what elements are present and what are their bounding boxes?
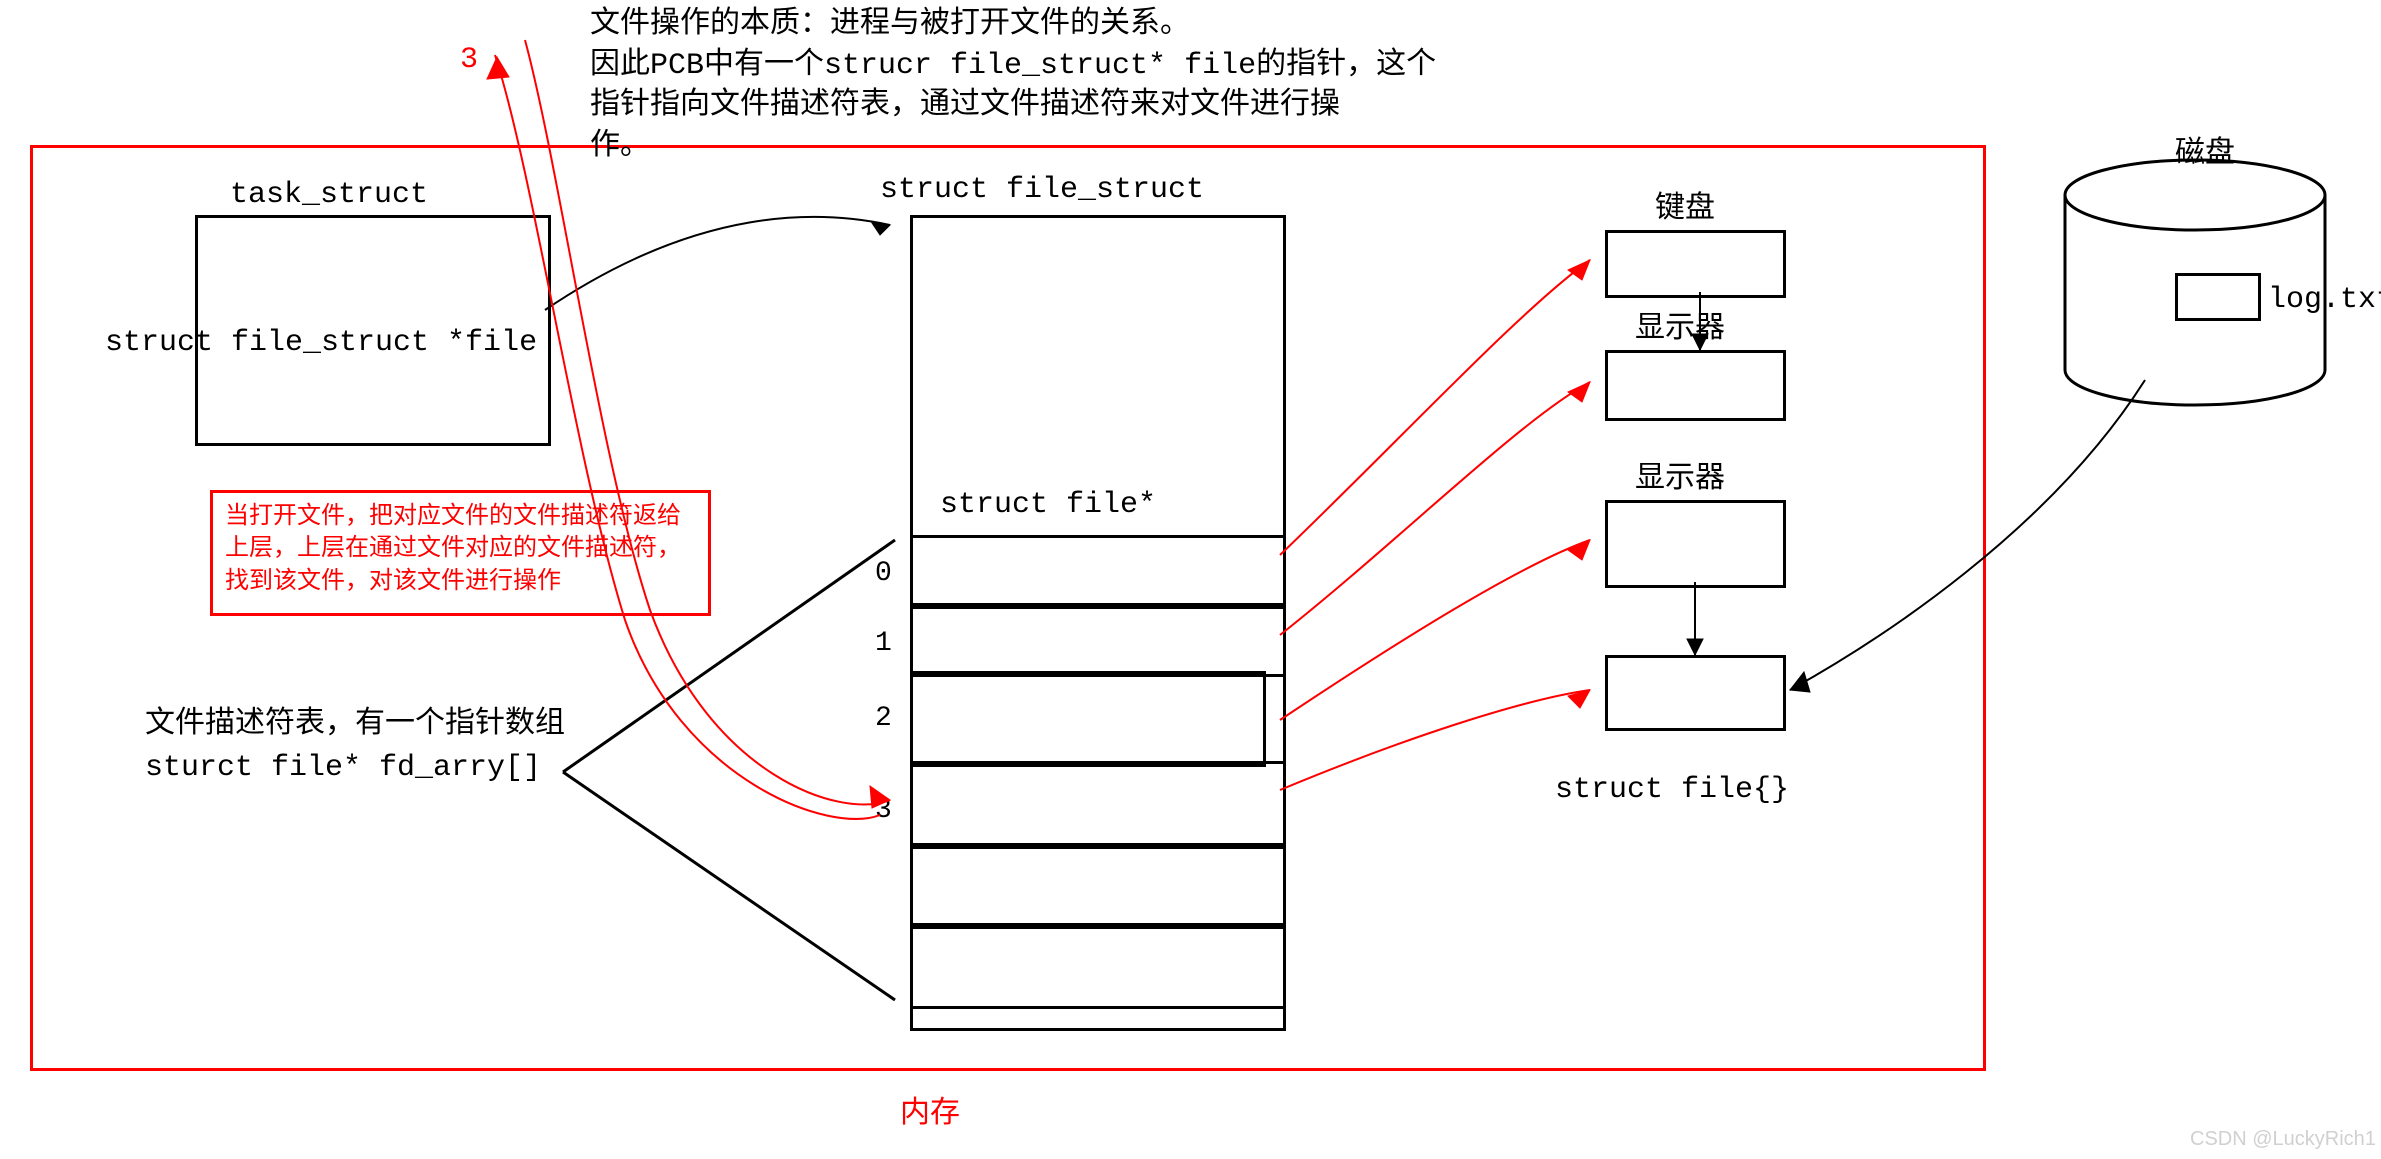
- fd-slot-index: 3: [875, 792, 892, 830]
- fd-slot: [910, 843, 1286, 929]
- fd-arry-desc-line2: sturct file* fd_arry[]: [145, 748, 541, 789]
- device-box: [1605, 350, 1786, 421]
- disk-file-box: [2175, 273, 2261, 321]
- memory-label: 内存: [900, 1095, 960, 1136]
- disk-file-label: log.txt: [2268, 280, 2381, 321]
- fd-slot: [910, 535, 1286, 609]
- task-struct-field: struct file_struct *file: [105, 323, 537, 364]
- header-text: 文件操作的本质：进程与被打开文件的关系。 因此PCB中有一个strucr fil…: [590, 5, 1430, 167]
- fd-slot: [910, 603, 1286, 677]
- watermark-text: CSDN @LuckyRich1: [2190, 1128, 2376, 1151]
- fd-slot: [910, 761, 1286, 849]
- fd-slot-index: 1: [875, 625, 892, 663]
- fd-slot-index: 2: [875, 700, 892, 738]
- device-box: [1605, 655, 1786, 731]
- device-label-display2: 显示器: [1635, 460, 1725, 501]
- disk-label: 磁盘: [2175, 135, 2235, 176]
- three-label: 3: [460, 40, 478, 81]
- struct-file-ptr-label: struct file*: [940, 485, 1156, 526]
- device-label-display1: 显示器: [1635, 310, 1725, 351]
- device-box: [1605, 500, 1786, 588]
- file-struct-label: struct file_struct: [880, 170, 1204, 211]
- task-struct-label: task_struct: [230, 175, 428, 216]
- fd-arry-desc-line1: 文件描述符表，有一个指针数组: [145, 705, 565, 746]
- fd-slot: [910, 671, 1266, 767]
- device-label-keyboard: 键盘: [1655, 190, 1715, 231]
- struct-file-label: struct file{}: [1555, 770, 1789, 811]
- device-box: [1605, 230, 1786, 298]
- fd-slot: [910, 923, 1286, 1009]
- fd-slot-index: 0: [875, 555, 892, 593]
- red-note-text: 当打开文件，把对应文件的文件描述符返给 上层，上层在通过文件对应的文件描述符， …: [225, 502, 681, 599]
